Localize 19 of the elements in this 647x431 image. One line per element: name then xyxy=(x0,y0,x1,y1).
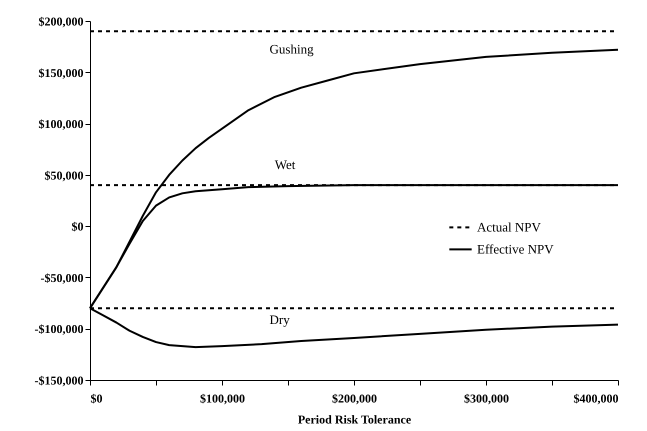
y-tick-label: $50,000 xyxy=(44,168,84,182)
x-tick-label: $100,000 xyxy=(200,392,245,406)
x-tick-label: $200,000 xyxy=(332,392,377,406)
annotation: Gushing xyxy=(270,41,314,56)
x-axis-title: Period Risk Tolerance xyxy=(298,412,412,426)
legend-label: Effective NPV xyxy=(477,241,554,256)
y-tick-label: $0 xyxy=(72,220,84,234)
y-tick-label: $150,000 xyxy=(38,66,84,80)
x-tick-label: $0 xyxy=(90,392,102,406)
y-tick-label: $100,000 xyxy=(38,117,84,132)
y-tick-label: $200,000 xyxy=(38,14,84,28)
legend-label: Actual NPV xyxy=(477,219,542,234)
y-tick-label: -$50,000 xyxy=(40,270,84,285)
annotation: Wet xyxy=(274,157,296,172)
x-tick-label: $300,000 xyxy=(464,392,509,406)
x-tick-label: $400,000 xyxy=(574,392,618,406)
y-tick-label: -$150,000 xyxy=(34,374,84,388)
y-tick-label: -$100,000 xyxy=(34,322,84,336)
annotation: Dry xyxy=(270,312,290,328)
